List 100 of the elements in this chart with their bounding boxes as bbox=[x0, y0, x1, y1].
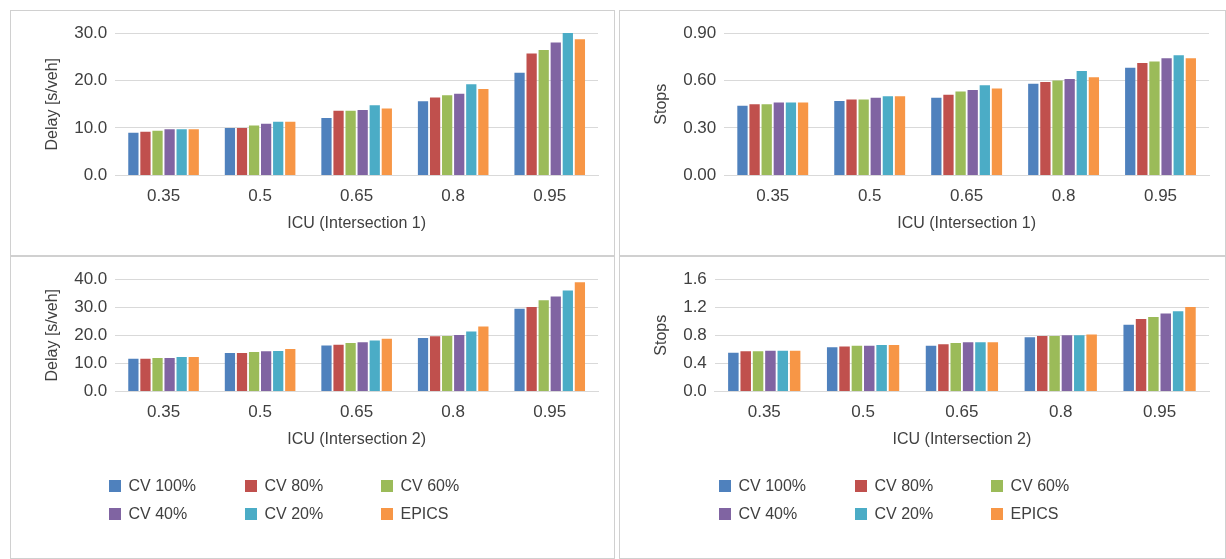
bar bbox=[188, 129, 199, 175]
bar bbox=[550, 296, 561, 391]
bar bbox=[261, 123, 272, 175]
bar bbox=[574, 39, 586, 175]
bar bbox=[369, 105, 380, 175]
x-axis-title: ICU (Intersection 1) bbox=[897, 213, 1036, 231]
x-tick-label: 0.5 bbox=[248, 402, 272, 422]
x-tick-label: 0.95 bbox=[533, 186, 567, 206]
bar bbox=[152, 130, 163, 175]
x-tick-label: 0.35 bbox=[147, 186, 181, 206]
bar bbox=[967, 89, 978, 175]
bar bbox=[1185, 307, 1196, 391]
bar bbox=[728, 352, 739, 391]
bar bbox=[321, 345, 332, 391]
bar bbox=[1173, 55, 1184, 175]
legend-label: CV 100% bbox=[128, 477, 197, 495]
bar bbox=[381, 338, 392, 391]
legend-label: CV 80% bbox=[874, 477, 934, 495]
bar bbox=[979, 85, 990, 175]
x-tick-label: 0.65 bbox=[340, 186, 374, 206]
x-tick-label: 0.8 bbox=[441, 402, 466, 422]
x-axis-title: ICU (Intersection 2) bbox=[287, 429, 426, 447]
x-tick-label: 0.8 bbox=[1048, 402, 1073, 422]
bar bbox=[950, 342, 961, 391]
x-tick-label: 0.95 bbox=[533, 402, 567, 422]
y-tick-label: 1.6 bbox=[683, 268, 707, 288]
x-tick-label: 0.5 bbox=[857, 186, 882, 206]
bar bbox=[273, 350, 284, 391]
legend-label: CV 40% bbox=[128, 505, 188, 523]
x-tick-label: 0.65 bbox=[945, 402, 979, 422]
bar bbox=[1028, 83, 1039, 175]
y-tick-label: 0.0 bbox=[83, 165, 108, 185]
x-tick-label: 0.5 bbox=[248, 186, 272, 206]
legend-label: CV 20% bbox=[874, 505, 934, 523]
bar bbox=[962, 342, 974, 391]
x-tick-label: 0.8 bbox=[1051, 186, 1076, 206]
bar bbox=[1049, 335, 1060, 391]
bar bbox=[164, 357, 175, 391]
bar bbox=[789, 350, 801, 391]
bar bbox=[357, 109, 368, 175]
bar bbox=[858, 99, 869, 175]
y-tick-label: 0.00 bbox=[683, 165, 717, 185]
bar bbox=[987, 342, 999, 391]
bar bbox=[369, 340, 380, 391]
x-tick-label: 0.95 bbox=[1143, 402, 1177, 422]
x-tick-label: 0.65 bbox=[950, 186, 984, 206]
bar bbox=[574, 282, 586, 391]
y-tick-label: 10.0 bbox=[74, 352, 108, 372]
bar bbox=[538, 50, 549, 175]
bar bbox=[1125, 67, 1136, 175]
bar bbox=[285, 348, 296, 391]
x-axis-title: ICU (Intersection 1) bbox=[287, 213, 426, 231]
bar bbox=[333, 110, 344, 175]
bar bbox=[1137, 63, 1148, 175]
legend-label: CV 60% bbox=[1010, 477, 1070, 495]
bar bbox=[562, 33, 573, 175]
bar bbox=[152, 357, 163, 391]
bar bbox=[357, 342, 368, 391]
bar bbox=[876, 345, 887, 391]
y-tick-label: 0.30 bbox=[683, 117, 717, 137]
bar bbox=[526, 53, 537, 175]
y-tick-label: 30.0 bbox=[74, 296, 108, 316]
bar bbox=[224, 127, 236, 175]
y-tick-label: 10.0 bbox=[74, 117, 108, 137]
x-tick-label: 0.95 bbox=[1143, 186, 1178, 206]
y-tick-label: 1.2 bbox=[683, 296, 707, 316]
bar bbox=[1076, 70, 1087, 175]
bar bbox=[128, 132, 139, 175]
bar bbox=[931, 97, 942, 175]
bar bbox=[1161, 58, 1172, 175]
bar bbox=[894, 96, 906, 175]
bar bbox=[261, 351, 272, 391]
legend-label: CV 60% bbox=[400, 477, 460, 495]
bar bbox=[285, 121, 296, 175]
bar bbox=[466, 84, 477, 175]
bar bbox=[1149, 61, 1160, 175]
bar bbox=[140, 358, 151, 391]
bar bbox=[839, 346, 850, 391]
bar bbox=[1074, 335, 1085, 391]
bar bbox=[870, 97, 881, 175]
bar bbox=[752, 351, 764, 391]
x-tick-label: 0.35 bbox=[756, 186, 790, 206]
bar bbox=[851, 345, 863, 391]
x-tick-label: 0.65 bbox=[340, 402, 374, 422]
bar bbox=[785, 102, 797, 175]
bar bbox=[777, 350, 789, 391]
y-axis-title: Stops bbox=[652, 83, 670, 125]
bar bbox=[345, 110, 356, 175]
bar bbox=[975, 342, 986, 391]
y-axis-title: Stops bbox=[652, 314, 670, 356]
x-tick-label: 0.35 bbox=[147, 402, 181, 422]
y-axis-title: Delay [s/veh] bbox=[43, 288, 61, 382]
bar bbox=[749, 104, 760, 175]
bar bbox=[773, 102, 784, 175]
bar bbox=[740, 351, 751, 391]
legend-label: CV 100% bbox=[738, 477, 807, 495]
bar bbox=[1172, 311, 1184, 391]
y-tick-label: 0.0 bbox=[83, 381, 108, 401]
bar bbox=[454, 93, 465, 175]
legend-label: CV 80% bbox=[264, 477, 324, 495]
